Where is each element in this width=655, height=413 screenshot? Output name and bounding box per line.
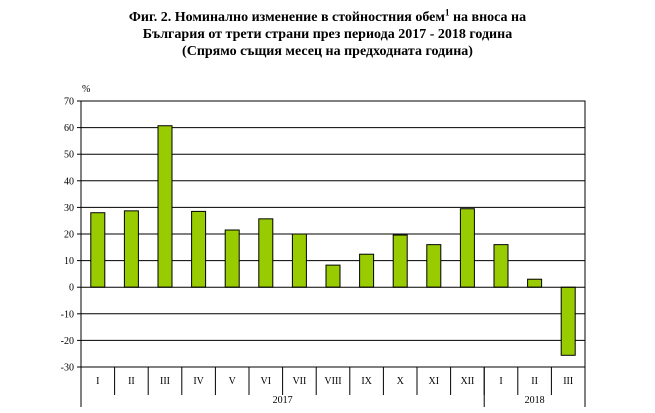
bar bbox=[359, 253, 375, 288]
x-tick-label: IV bbox=[193, 376, 204, 387]
bar bbox=[493, 244, 509, 288]
x-tick-label: VIII bbox=[324, 376, 341, 387]
title-line-2: България от трети страни през периода 20… bbox=[142, 27, 513, 42]
bar bbox=[191, 210, 207, 288]
y-tick-label: 20 bbox=[64, 230, 74, 241]
bar bbox=[560, 286, 576, 356]
y-tick-label: 70 bbox=[64, 97, 74, 108]
bar bbox=[224, 229, 240, 288]
x-tick-label: V bbox=[229, 376, 237, 387]
bar bbox=[291, 233, 307, 288]
bar bbox=[258, 218, 274, 288]
y-tick-label: 60 bbox=[64, 123, 74, 134]
group-label: 2017 bbox=[273, 395, 293, 406]
x-tick-label: VII bbox=[292, 376, 306, 387]
title-line-1: Фиг. 2. Номинално изменение в стойностни… bbox=[128, 7, 527, 25]
x-tick-label: II bbox=[531, 376, 538, 387]
x-tick-label: XII bbox=[460, 376, 474, 387]
bar bbox=[426, 244, 442, 288]
x-tick-label: I bbox=[499, 376, 502, 387]
bar bbox=[123, 210, 139, 288]
x-tick-label: XI bbox=[429, 376, 440, 387]
bar bbox=[157, 125, 173, 288]
x-tick-label: X bbox=[397, 376, 405, 387]
y-tick-label: -10 bbox=[61, 309, 74, 320]
x-tick-label: III bbox=[160, 376, 170, 387]
bar bbox=[527, 278, 543, 288]
x-tick-label: IX bbox=[361, 376, 372, 387]
y-tick-label: 40 bbox=[64, 176, 74, 187]
title-line-3: (Спрямо същия месец на предходната годин… bbox=[182, 44, 473, 59]
bar bbox=[90, 212, 106, 288]
bar bbox=[459, 208, 475, 288]
x-tick-label: I bbox=[96, 376, 99, 387]
y-tick-label: 10 bbox=[64, 256, 74, 267]
group-label: 2018 bbox=[525, 395, 545, 406]
y-axis-label: % bbox=[82, 84, 90, 95]
footnote-marker: 1 bbox=[444, 7, 450, 18]
x-tick-label: II bbox=[128, 376, 135, 387]
bar bbox=[392, 234, 408, 288]
y-tick-label: 50 bbox=[64, 150, 74, 161]
x-tick-label: VI bbox=[261, 376, 272, 387]
y-tick-label: -30 bbox=[61, 363, 74, 374]
chart-title: Фиг. 2. Номинално изменение в стойностни… bbox=[0, 7, 655, 60]
y-tick-label: -20 bbox=[61, 336, 74, 347]
y-tick-label: 30 bbox=[64, 203, 74, 214]
x-tick-label: III bbox=[563, 376, 573, 387]
bar bbox=[325, 264, 341, 288]
y-tick-label: 0 bbox=[69, 283, 74, 294]
